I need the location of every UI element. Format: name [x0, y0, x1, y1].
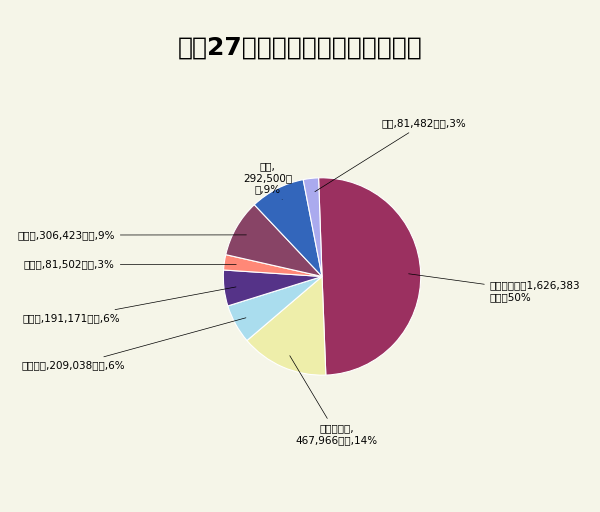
Text: 国庫支出金,
467,966千円,14%: 国庫支出金, 467,966千円,14% — [290, 356, 378, 445]
Text: 村債,
292,500千
円,9%: 村債, 292,500千 円,9% — [243, 161, 292, 200]
Text: 地方交付税，1,626,383
千円，50%: 地方交付税，1,626,383 千円，50% — [409, 274, 580, 302]
Text: 繰入金,191,171千円,6%: 繰入金,191,171千円,6% — [22, 287, 236, 323]
Wedge shape — [254, 180, 322, 276]
Text: その他,306,423千円,9%: その他,306,423千円,9% — [17, 230, 247, 240]
Text: 諸収入,81,502千円,3%: 諸収入,81,502千円,3% — [24, 260, 236, 270]
Wedge shape — [228, 276, 322, 340]
Wedge shape — [223, 270, 322, 306]
Text: 村税,81,482千円,3%: 村税,81,482千円,3% — [315, 118, 466, 191]
Text: 県支出金,209,038千円,6%: 県支出金,209,038千円,6% — [21, 318, 246, 370]
Wedge shape — [247, 276, 326, 375]
Wedge shape — [224, 254, 322, 276]
Wedge shape — [303, 178, 322, 276]
Text: 平成27年度歳入決算（一般会計）: 平成27年度歳入決算（一般会計） — [178, 36, 422, 60]
Wedge shape — [226, 205, 322, 276]
Wedge shape — [319, 178, 421, 375]
